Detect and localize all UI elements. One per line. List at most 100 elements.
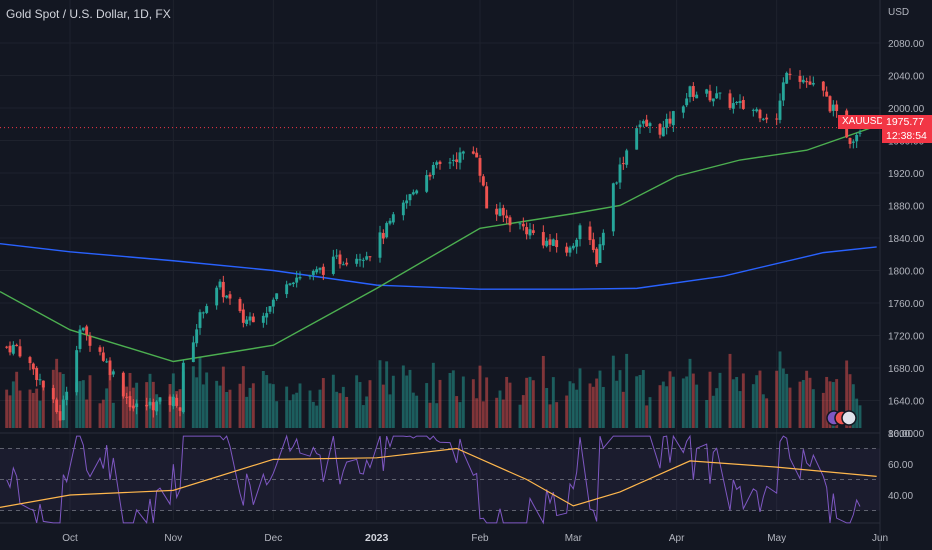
candle-body[interactable] <box>195 329 199 344</box>
candle-body[interactable] <box>485 186 489 209</box>
candle-body[interactable] <box>248 316 252 321</box>
candle-body[interactable] <box>668 118 672 124</box>
candle-body[interactable] <box>481 176 485 186</box>
candle-body[interactable] <box>78 329 82 349</box>
symbol-icons[interactable] <box>826 410 857 426</box>
candle-body[interactable] <box>738 101 742 103</box>
candle-body[interactable] <box>15 344 19 347</box>
candle-body[interactable] <box>688 86 692 97</box>
candle-body[interactable] <box>295 277 299 283</box>
candle-body[interactable] <box>321 266 325 275</box>
candle-body[interactable] <box>178 407 182 411</box>
candle-body[interactable] <box>391 214 395 223</box>
candle-body[interactable] <box>428 174 432 177</box>
candle-body[interactable] <box>225 295 229 298</box>
candle-body[interactable] <box>205 306 209 313</box>
candlesticks[interactable] <box>5 68 862 428</box>
candle-body[interactable] <box>541 232 545 246</box>
candle-body[interactable] <box>775 118 779 120</box>
candle-body[interactable] <box>765 117 769 120</box>
candle-body[interactable] <box>805 81 809 83</box>
candle-body[interactable] <box>531 230 535 233</box>
candle-body[interactable] <box>528 229 532 236</box>
candle-body[interactable] <box>758 109 762 119</box>
candle-body[interactable] <box>665 118 669 128</box>
candle-body[interactable] <box>575 239 579 247</box>
candle-body[interactable] <box>148 401 152 406</box>
candle-body[interactable] <box>455 159 459 163</box>
candle-body[interactable] <box>388 220 392 224</box>
candle-body[interactable] <box>825 91 829 97</box>
candle-body[interactable] <box>125 396 129 398</box>
candle-body[interactable] <box>521 223 525 227</box>
candle-body[interactable] <box>345 262 349 265</box>
candle-body[interactable] <box>425 175 429 192</box>
candle-body[interactable] <box>781 82 785 101</box>
candle-body[interactable] <box>18 346 22 357</box>
candle-body[interactable] <box>245 319 249 324</box>
candle-body[interactable] <box>798 75 802 82</box>
candle-body[interactable] <box>31 363 35 370</box>
candle-body[interactable] <box>691 86 695 97</box>
candle-body[interactable] <box>288 283 292 285</box>
candle-body[interactable] <box>61 399 65 421</box>
candle-body[interactable] <box>368 256 372 258</box>
candle-body[interactable] <box>298 277 302 279</box>
candle-body[interactable] <box>361 259 365 261</box>
candle-body[interactable] <box>545 240 549 247</box>
candle-body[interactable] <box>635 128 639 150</box>
candle-body[interactable] <box>8 345 12 353</box>
candle-body[interactable] <box>111 371 115 375</box>
candle-body[interactable] <box>501 207 505 216</box>
candle-body[interactable] <box>311 270 315 275</box>
candle-body[interactable] <box>751 109 755 111</box>
candle-body[interactable] <box>81 327 85 331</box>
candle-body[interactable] <box>641 121 645 124</box>
candle-body[interactable] <box>708 90 712 101</box>
candle-body[interactable] <box>285 284 289 295</box>
candle-body[interactable] <box>268 306 272 312</box>
candle-body[interactable] <box>411 192 415 195</box>
candle-body[interactable] <box>75 350 79 393</box>
candle-body[interactable] <box>175 397 179 406</box>
candle-body[interactable] <box>621 163 625 165</box>
candle-body[interactable] <box>761 118 765 120</box>
candle-body[interactable] <box>215 287 219 306</box>
candle-body[interactable] <box>341 264 345 266</box>
candle-body[interactable] <box>728 93 732 108</box>
candle-body[interactable] <box>135 403 139 408</box>
candle-body[interactable] <box>108 360 112 375</box>
candle-body[interactable] <box>615 182 619 184</box>
candle-body[interactable] <box>168 396 172 406</box>
candle-body[interactable] <box>315 269 319 273</box>
candle-body[interactable] <box>645 119 649 127</box>
candle-body[interactable] <box>518 223 522 225</box>
candle-body[interactable] <box>401 202 405 216</box>
candle-body[interactable] <box>181 362 185 413</box>
candle-body[interactable] <box>858 132 862 134</box>
candle-body[interactable] <box>831 104 835 111</box>
candle-body[interactable] <box>685 98 689 106</box>
candle-body[interactable] <box>458 152 462 163</box>
candle-body[interactable] <box>158 397 162 402</box>
us-flag-icon[interactable] <box>841 410 857 426</box>
candle-body[interactable] <box>408 194 412 201</box>
candle-body[interactable] <box>438 161 442 164</box>
candle-body[interactable] <box>571 245 575 249</box>
candle-body[interactable] <box>461 151 465 154</box>
candle-body[interactable] <box>718 92 722 94</box>
candle-body[interactable] <box>41 380 45 388</box>
candle-body[interactable] <box>451 159 455 162</box>
candle-body[interactable] <box>495 208 499 215</box>
candle-body[interactable] <box>625 150 629 165</box>
candle-body[interactable] <box>601 232 605 246</box>
candle-body[interactable] <box>191 342 195 363</box>
candle-body[interactable] <box>478 158 482 176</box>
candle-body[interactable] <box>731 103 735 109</box>
candle-body[interactable] <box>695 94 699 99</box>
candle-body[interactable] <box>741 100 745 109</box>
candle-body[interactable] <box>355 258 359 264</box>
candle-body[interactable] <box>5 346 9 348</box>
candle-body[interactable] <box>448 162 452 164</box>
candle-body[interactable] <box>851 141 855 143</box>
